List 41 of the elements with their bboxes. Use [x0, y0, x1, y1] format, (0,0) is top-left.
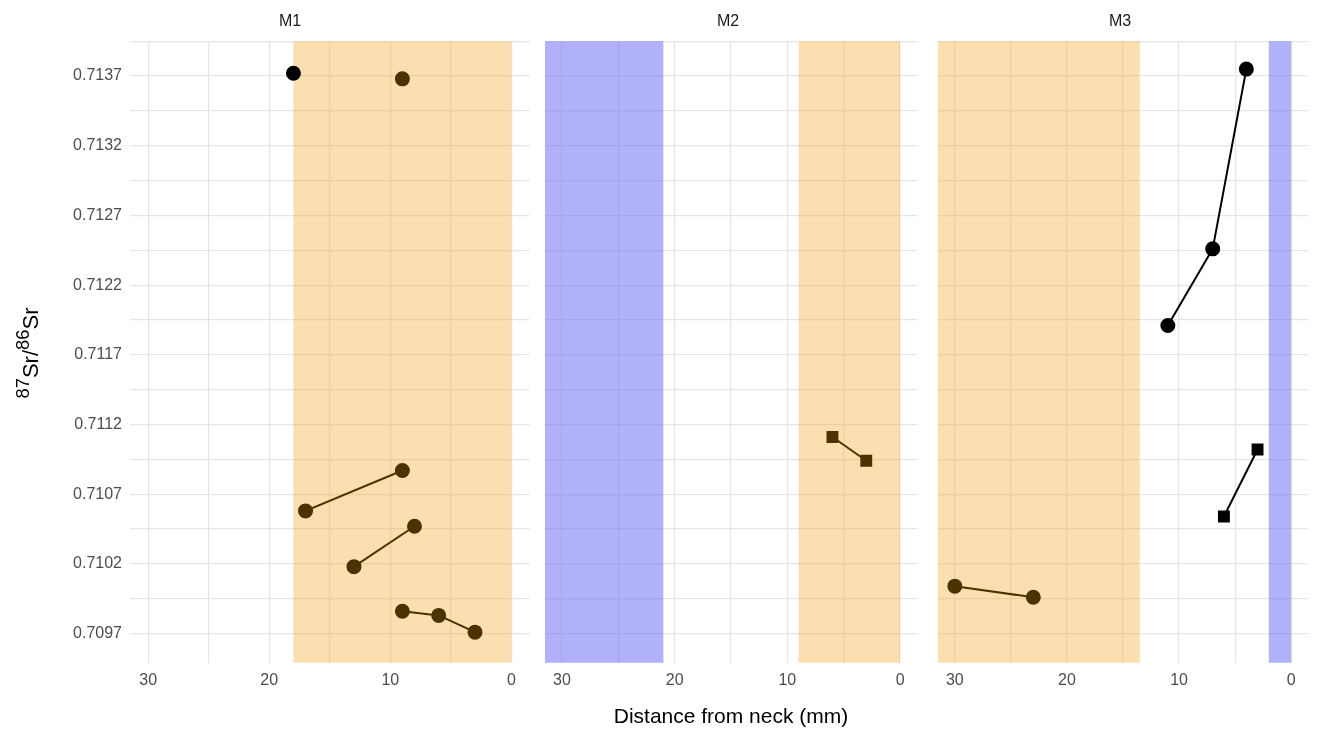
y-tick-label: 0.7112 [74, 414, 123, 432]
y-tick-label: 0.7122 [73, 275, 123, 293]
y-tick-label: 0.7127 [73, 205, 123, 223]
y-tick-label: 0.7102 [73, 554, 123, 572]
y-tick-label: 0.7117 [74, 345, 123, 363]
y-tick-label: 0.7132 [73, 136, 123, 154]
point [1251, 443, 1264, 456]
x-tick-label: 30 [553, 670, 571, 688]
chart-title: M3 [1108, 12, 1132, 30]
x-tick-label: 10 [381, 670, 400, 688]
point [431, 607, 447, 623]
x-tick-label: 20 [1058, 670, 1076, 688]
point [346, 559, 362, 575]
x-tick-label: 0 [1286, 670, 1296, 688]
point [947, 578, 963, 594]
point [394, 603, 410, 619]
x-tick-label: 10 [1170, 670, 1189, 688]
point [1238, 61, 1254, 77]
x-tick-label: 0 [895, 670, 905, 688]
point [1205, 241, 1221, 257]
chart-title: M1 [278, 12, 302, 30]
point [1025, 589, 1041, 605]
x-tick-label: 20 [260, 670, 279, 688]
x-tick-label: 0 [506, 670, 516, 688]
point [285, 65, 301, 81]
x-tick-label: 30 [945, 670, 964, 688]
x-tick-label: 30 [139, 670, 158, 688]
chart-title: M2 [716, 12, 740, 30]
x-tick-label: 10 [778, 670, 797, 688]
point [298, 503, 314, 519]
point [467, 624, 483, 640]
y-tick-label: 0.7107 [73, 484, 123, 502]
x-tick-label: 20 [665, 670, 684, 688]
point [406, 518, 422, 534]
point [394, 462, 410, 478]
point [394, 71, 410, 87]
y-tick-label: 0.7137 [73, 66, 123, 84]
y-tick-label: 0.7097 [73, 623, 123, 641]
point [1160, 318, 1176, 334]
point [1217, 510, 1230, 523]
x-axis-title: Distance from neck (mm) [612, 704, 850, 728]
